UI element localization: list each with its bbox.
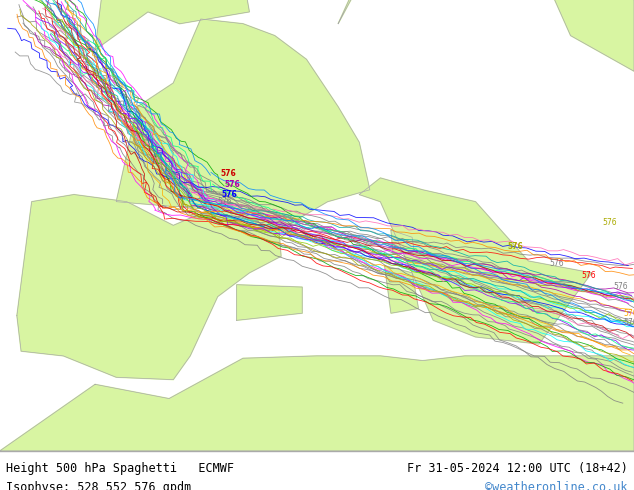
Text: 576: 576 <box>221 169 236 178</box>
Polygon shape <box>359 178 592 344</box>
Text: ©weatheronline.co.uk: ©weatheronline.co.uk <box>485 481 628 490</box>
Polygon shape <box>95 0 249 50</box>
Text: Height 500 hPa Spaghetti   ECMWF: Height 500 hPa Spaghetti ECMWF <box>6 462 235 475</box>
Text: 576: 576 <box>507 242 523 251</box>
Text: 576: 576 <box>613 282 628 292</box>
Polygon shape <box>17 195 281 380</box>
Text: Fr 31-05-2024 12:00 UTC (18+42): Fr 31-05-2024 12:00 UTC (18+42) <box>407 462 628 475</box>
Text: Isophyse: 528 552 576 gpdm: Isophyse: 528 552 576 gpdm <box>6 481 191 490</box>
Polygon shape <box>116 19 370 230</box>
Polygon shape <box>338 0 634 71</box>
Text: 576: 576 <box>550 259 564 268</box>
Text: 576: 576 <box>581 270 596 280</box>
Text: 576: 576 <box>623 318 634 327</box>
Text: 576: 576 <box>222 190 238 199</box>
Polygon shape <box>391 230 414 254</box>
Text: 576: 576 <box>224 180 240 190</box>
Text: 570: 570 <box>623 309 634 318</box>
Text: 576: 576 <box>217 197 232 206</box>
Text: 576: 576 <box>602 219 617 227</box>
Polygon shape <box>0 356 634 451</box>
Polygon shape <box>385 266 418 313</box>
Polygon shape <box>236 285 302 320</box>
